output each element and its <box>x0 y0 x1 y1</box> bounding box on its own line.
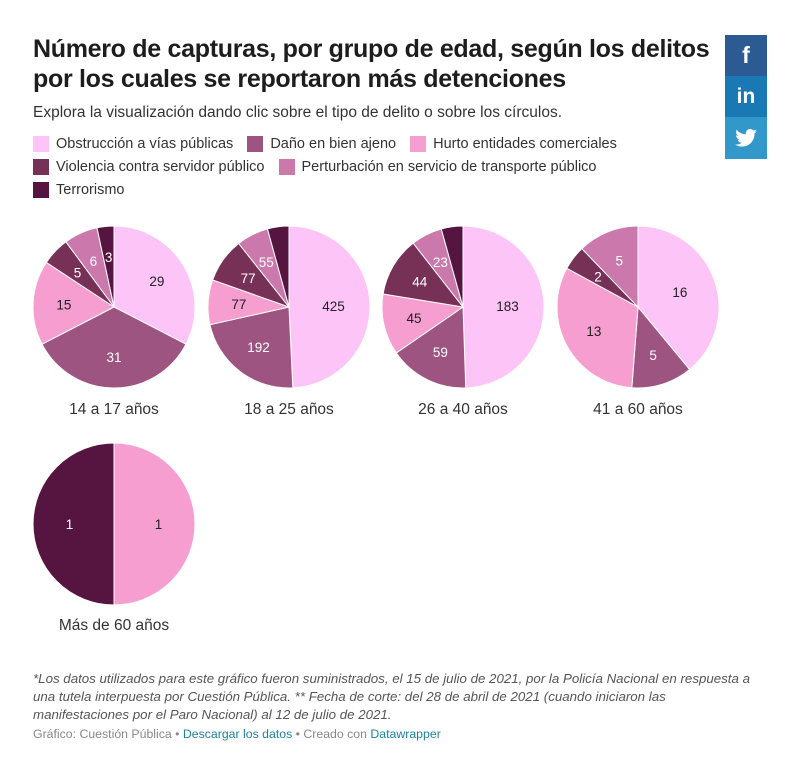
pie-slice-dano-en-bien-ajeno[interactable] <box>395 306 467 389</box>
pie-slice-hurto-entidades-comerciales[interactable] <box>381 293 465 354</box>
pie-group-label: 18 a 25 años <box>244 401 334 418</box>
legend-item-obstruccion[interactable]: Obstrucción a vías públicas <box>33 135 233 152</box>
pie-value-label: 77 <box>241 271 256 286</box>
pie-slice-hurto-entidades-comerciales[interactable] <box>556 267 639 389</box>
legend-swatch <box>33 158 49 175</box>
pie-slice-obstruccion-a-vias-publicas[interactable] <box>637 225 720 371</box>
pie-slice-dano-en-bien-ajeno[interactable] <box>631 305 691 389</box>
pie-value-label: 5 <box>649 348 657 363</box>
facebook-share-button[interactable]: f <box>725 35 767 76</box>
legend-swatch <box>33 181 49 198</box>
pie-slice-obstruccion-a-vias-publicas[interactable] <box>462 225 545 389</box>
legend-label: Terrorismo <box>56 181 125 198</box>
chart-notes: *Los datos utilizados para este gráfico … <box>33 671 750 722</box>
pie-group-label: Más de 60 años <box>58 617 170 634</box>
pie-slice-terrorismo[interactable] <box>440 225 464 308</box>
pie-value-label: 1 <box>155 517 163 532</box>
facebook-icon: f <box>742 42 750 68</box>
pie-value-label: 6 <box>90 254 98 269</box>
pie-slice-hurto-entidades-comerciales[interactable] <box>113 442 196 606</box>
datawrapper-link[interactable]: Datawrapper <box>370 727 441 741</box>
pie-slice-terrorismo[interactable] <box>96 225 115 308</box>
pie-slice-violencia-contra-servidor-publico[interactable] <box>382 242 465 308</box>
pie-slice-terrorismo[interactable] <box>266 225 290 308</box>
pie-value-label: 55 <box>259 255 274 270</box>
pie-value-label: 77 <box>231 297 246 312</box>
pie-value-label: 15 <box>56 297 71 312</box>
chart-title: Número de capturas, por grupo de edad, s… <box>33 35 710 93</box>
pie-value-label: 13 <box>586 324 601 339</box>
footer-separator: • <box>171 727 183 741</box>
pie-value-label: 5 <box>74 265 82 280</box>
linkedin-icon: in <box>736 84 756 108</box>
legend: Obstrucción a vías públicas Daño en bien… <box>33 135 693 198</box>
legend-label: Daño en bien ajeno <box>270 135 397 152</box>
legend-item-violencia[interactable]: Violencia contra servidor público <box>33 158 265 175</box>
chart-subtitle: Explora la visualización dando clic sobr… <box>33 104 563 121</box>
pie-slice-dano-en-bien-ajeno[interactable] <box>41 306 187 389</box>
pie-slice-obstruccion-a-vias-publicas[interactable] <box>288 225 371 389</box>
pie-group-label: 14 a 17 años <box>69 401 159 418</box>
legend-item-hurto[interactable]: Hurto entidades comerciales <box>410 135 617 152</box>
legend-swatch <box>410 135 427 152</box>
social-share-bar: f in <box>725 35 767 159</box>
legend-swatch <box>247 135 264 152</box>
legend-label: Hurto entidades comerciales <box>433 135 617 152</box>
legend-label: Violencia contra servidor público <box>56 158 265 175</box>
legend-swatch <box>33 135 49 152</box>
twitter-icon <box>735 129 757 147</box>
pie-value-label: 31 <box>106 350 121 365</box>
pie-value-label: 183 <box>496 299 519 314</box>
pie-value-label: 192 <box>247 340 270 355</box>
chart-footer: Gráfico: Cuestión Pública • Descargar lo… <box>33 727 441 741</box>
legend-item-dano[interactable]: Daño en bien ajeno <box>247 135 396 152</box>
legend-label: Perturbación en servicio de transporte p… <box>301 158 597 175</box>
pie-value-label: 29 <box>149 274 164 289</box>
legend-item-terrorismo[interactable]: Terrorismo <box>33 181 124 198</box>
pie-value-label: 2 <box>594 270 602 285</box>
pie-value-label: 5 <box>615 253 623 268</box>
legend-label: Obstrucción a vías públicas <box>56 135 234 152</box>
pie-value-label: 44 <box>412 274 428 289</box>
pie-group-label: 26 a 40 años <box>418 401 508 418</box>
footer-created-with: Creado con <box>303 727 371 741</box>
pie-value-label: 425 <box>322 299 345 314</box>
footer-credit: Gráfico: Cuestión Pública <box>33 727 172 741</box>
legend-swatch <box>278 158 295 175</box>
pie-group-label: 41 a 60 años <box>593 401 683 418</box>
download-data-link[interactable]: Descargar los datos <box>182 727 293 741</box>
pie-slice-terrorismo[interactable] <box>32 442 115 606</box>
twitter-share-button[interactable] <box>725 117 767 159</box>
pie-value-label: 45 <box>406 311 421 326</box>
pie-slice-perturbacion-en-servicio-de-transporte-publico[interactable] <box>581 225 639 309</box>
pie-slice-dano-en-bien-ajeno[interactable] <box>209 306 294 389</box>
footer-separator: • <box>292 727 304 741</box>
legend-item-perturbacion[interactable]: Perturbación en servicio de transporte p… <box>278 158 597 175</box>
pie-value-label: 59 <box>433 345 448 360</box>
pie-slice-obstruccion-a-vias-publicas[interactable] <box>113 225 196 345</box>
pie-value-label: 3 <box>105 250 113 265</box>
pie-slice-hurto-entidades-comerciales[interactable] <box>32 261 115 345</box>
pie-value-label: 16 <box>672 285 687 300</box>
pie-value-label: 1 <box>66 517 74 532</box>
linkedin-share-button[interactable]: in <box>725 76 767 117</box>
pie-value-label: 23 <box>433 255 448 270</box>
